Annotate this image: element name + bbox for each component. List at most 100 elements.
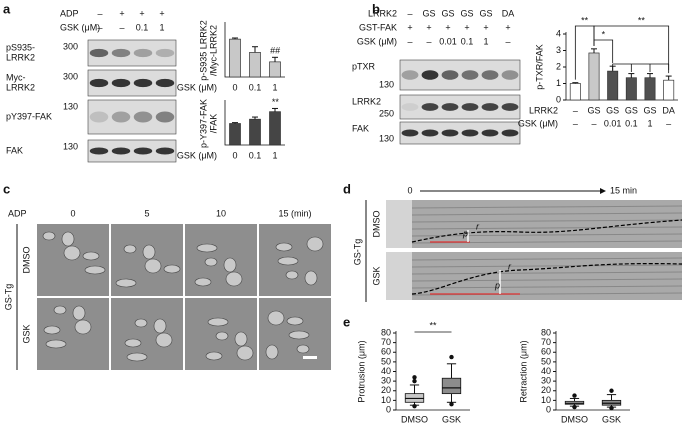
header-value: DA: [502, 8, 515, 18]
cell: [205, 351, 223, 361]
blot-band: [89, 78, 109, 88]
cell: [61, 231, 75, 247]
significance: **: [581, 15, 589, 25]
marker-r: r: [476, 221, 480, 231]
x-tick-label: 0: [232, 150, 237, 160]
mw-marker: 250: [379, 108, 394, 118]
header-value: +: [445, 22, 450, 32]
blot-band: [461, 70, 479, 80]
blot-label: LRRK2: [6, 52, 35, 62]
mw-marker: 300: [63, 71, 78, 81]
bar: [663, 79, 675, 101]
mw-marker: 130: [63, 101, 78, 111]
header-value: +: [505, 22, 510, 32]
blot-band: [111, 78, 131, 88]
sig-bracket: [593, 25, 670, 74]
cell: [45, 339, 67, 349]
cell: [204, 257, 218, 267]
y-tick-label: 20: [381, 385, 391, 395]
header-value: –: [97, 22, 102, 32]
blot-label: FAK: [6, 145, 23, 155]
time-label: 10: [216, 208, 226, 218]
y-axis-label: p-TXR/FAK: [534, 44, 544, 90]
outlier: [412, 375, 417, 380]
cell: [304, 270, 318, 286]
cell: [124, 338, 142, 348]
cell: [63, 245, 81, 261]
x-tick-label: –: [591, 118, 596, 128]
y-tick-label: 4: [556, 28, 561, 38]
cell: [196, 243, 218, 253]
kymograph-start: [386, 200, 412, 248]
x-tick-label: –: [573, 118, 578, 128]
blot-band: [89, 147, 109, 155]
blot-band: [401, 70, 419, 80]
blot-band: [401, 129, 419, 137]
header-value: –: [407, 36, 412, 46]
significance: **: [638, 15, 646, 25]
bar: [249, 118, 261, 146]
header-value: –: [119, 22, 124, 32]
cell: [134, 318, 148, 328]
y-tick-label: 2: [556, 61, 561, 71]
y-tick-label: 10: [541, 395, 551, 405]
bar: [607, 70, 619, 101]
kymo-stripe: [411, 271, 683, 275]
marker-p: p: [462, 228, 468, 238]
y-tick-label: 70: [541, 337, 551, 347]
cell: [286, 316, 304, 326]
x-tick-label: 0.1: [249, 150, 262, 160]
x-tick-label: 1: [272, 150, 277, 160]
blot-band: [111, 147, 131, 155]
time-label: 5: [144, 208, 149, 218]
significance: *: [602, 29, 606, 39]
time-label: 0: [70, 208, 75, 218]
row-label: DMSO: [371, 211, 381, 238]
cell: [225, 271, 243, 287]
blot-band: [461, 103, 479, 111]
x-tick-label: GS: [587, 105, 600, 115]
row-label: DMSO: [21, 247, 31, 274]
header-value: –: [407, 8, 412, 18]
y-tick-label: 0: [386, 404, 391, 414]
blot-band: [501, 129, 519, 137]
marker-p: p: [494, 280, 500, 290]
row-label: GSK: [371, 266, 381, 285]
blot-band: [89, 111, 109, 123]
mw-marker: 300: [63, 41, 78, 51]
cell: [265, 344, 279, 360]
bar: [569, 83, 581, 101]
cell: [236, 345, 254, 361]
western-blot: [87, 139, 177, 163]
blot-band: [133, 48, 153, 58]
kymo-stripe: [411, 240, 683, 244]
bar: [229, 123, 241, 146]
cell: [42, 231, 56, 241]
blot-band: [111, 48, 131, 58]
header-label: GST-FAK: [359, 22, 397, 32]
time-end: 15 min: [610, 185, 637, 195]
blot-band: [481, 103, 499, 111]
cell: [84, 265, 106, 275]
microscopy-image: [37, 298, 109, 370]
mw-marker: 130: [63, 141, 78, 151]
header-value: 0.01: [439, 36, 457, 46]
axes: [224, 100, 285, 146]
blot-band: [481, 70, 499, 80]
y-axis-label: /Myc-LRRK2: [208, 25, 218, 76]
time-label: 15 (min): [278, 208, 311, 218]
header-label: ADP: [60, 8, 79, 18]
blot-band: [155, 78, 175, 88]
blot-band: [501, 70, 519, 80]
cell-edge-trace: [411, 263, 683, 295]
kymo-stripe: [411, 285, 683, 289]
header-value: GS: [460, 8, 473, 18]
bar: [269, 61, 281, 78]
kymo-stripe: [411, 233, 683, 237]
axes: [555, 331, 630, 411]
outlier: [449, 354, 454, 360]
treatment-label: ADP: [8, 208, 27, 218]
blot-band: [421, 129, 439, 137]
kymo-stripe: [411, 219, 683, 223]
y-tick-label: 20: [541, 385, 551, 395]
